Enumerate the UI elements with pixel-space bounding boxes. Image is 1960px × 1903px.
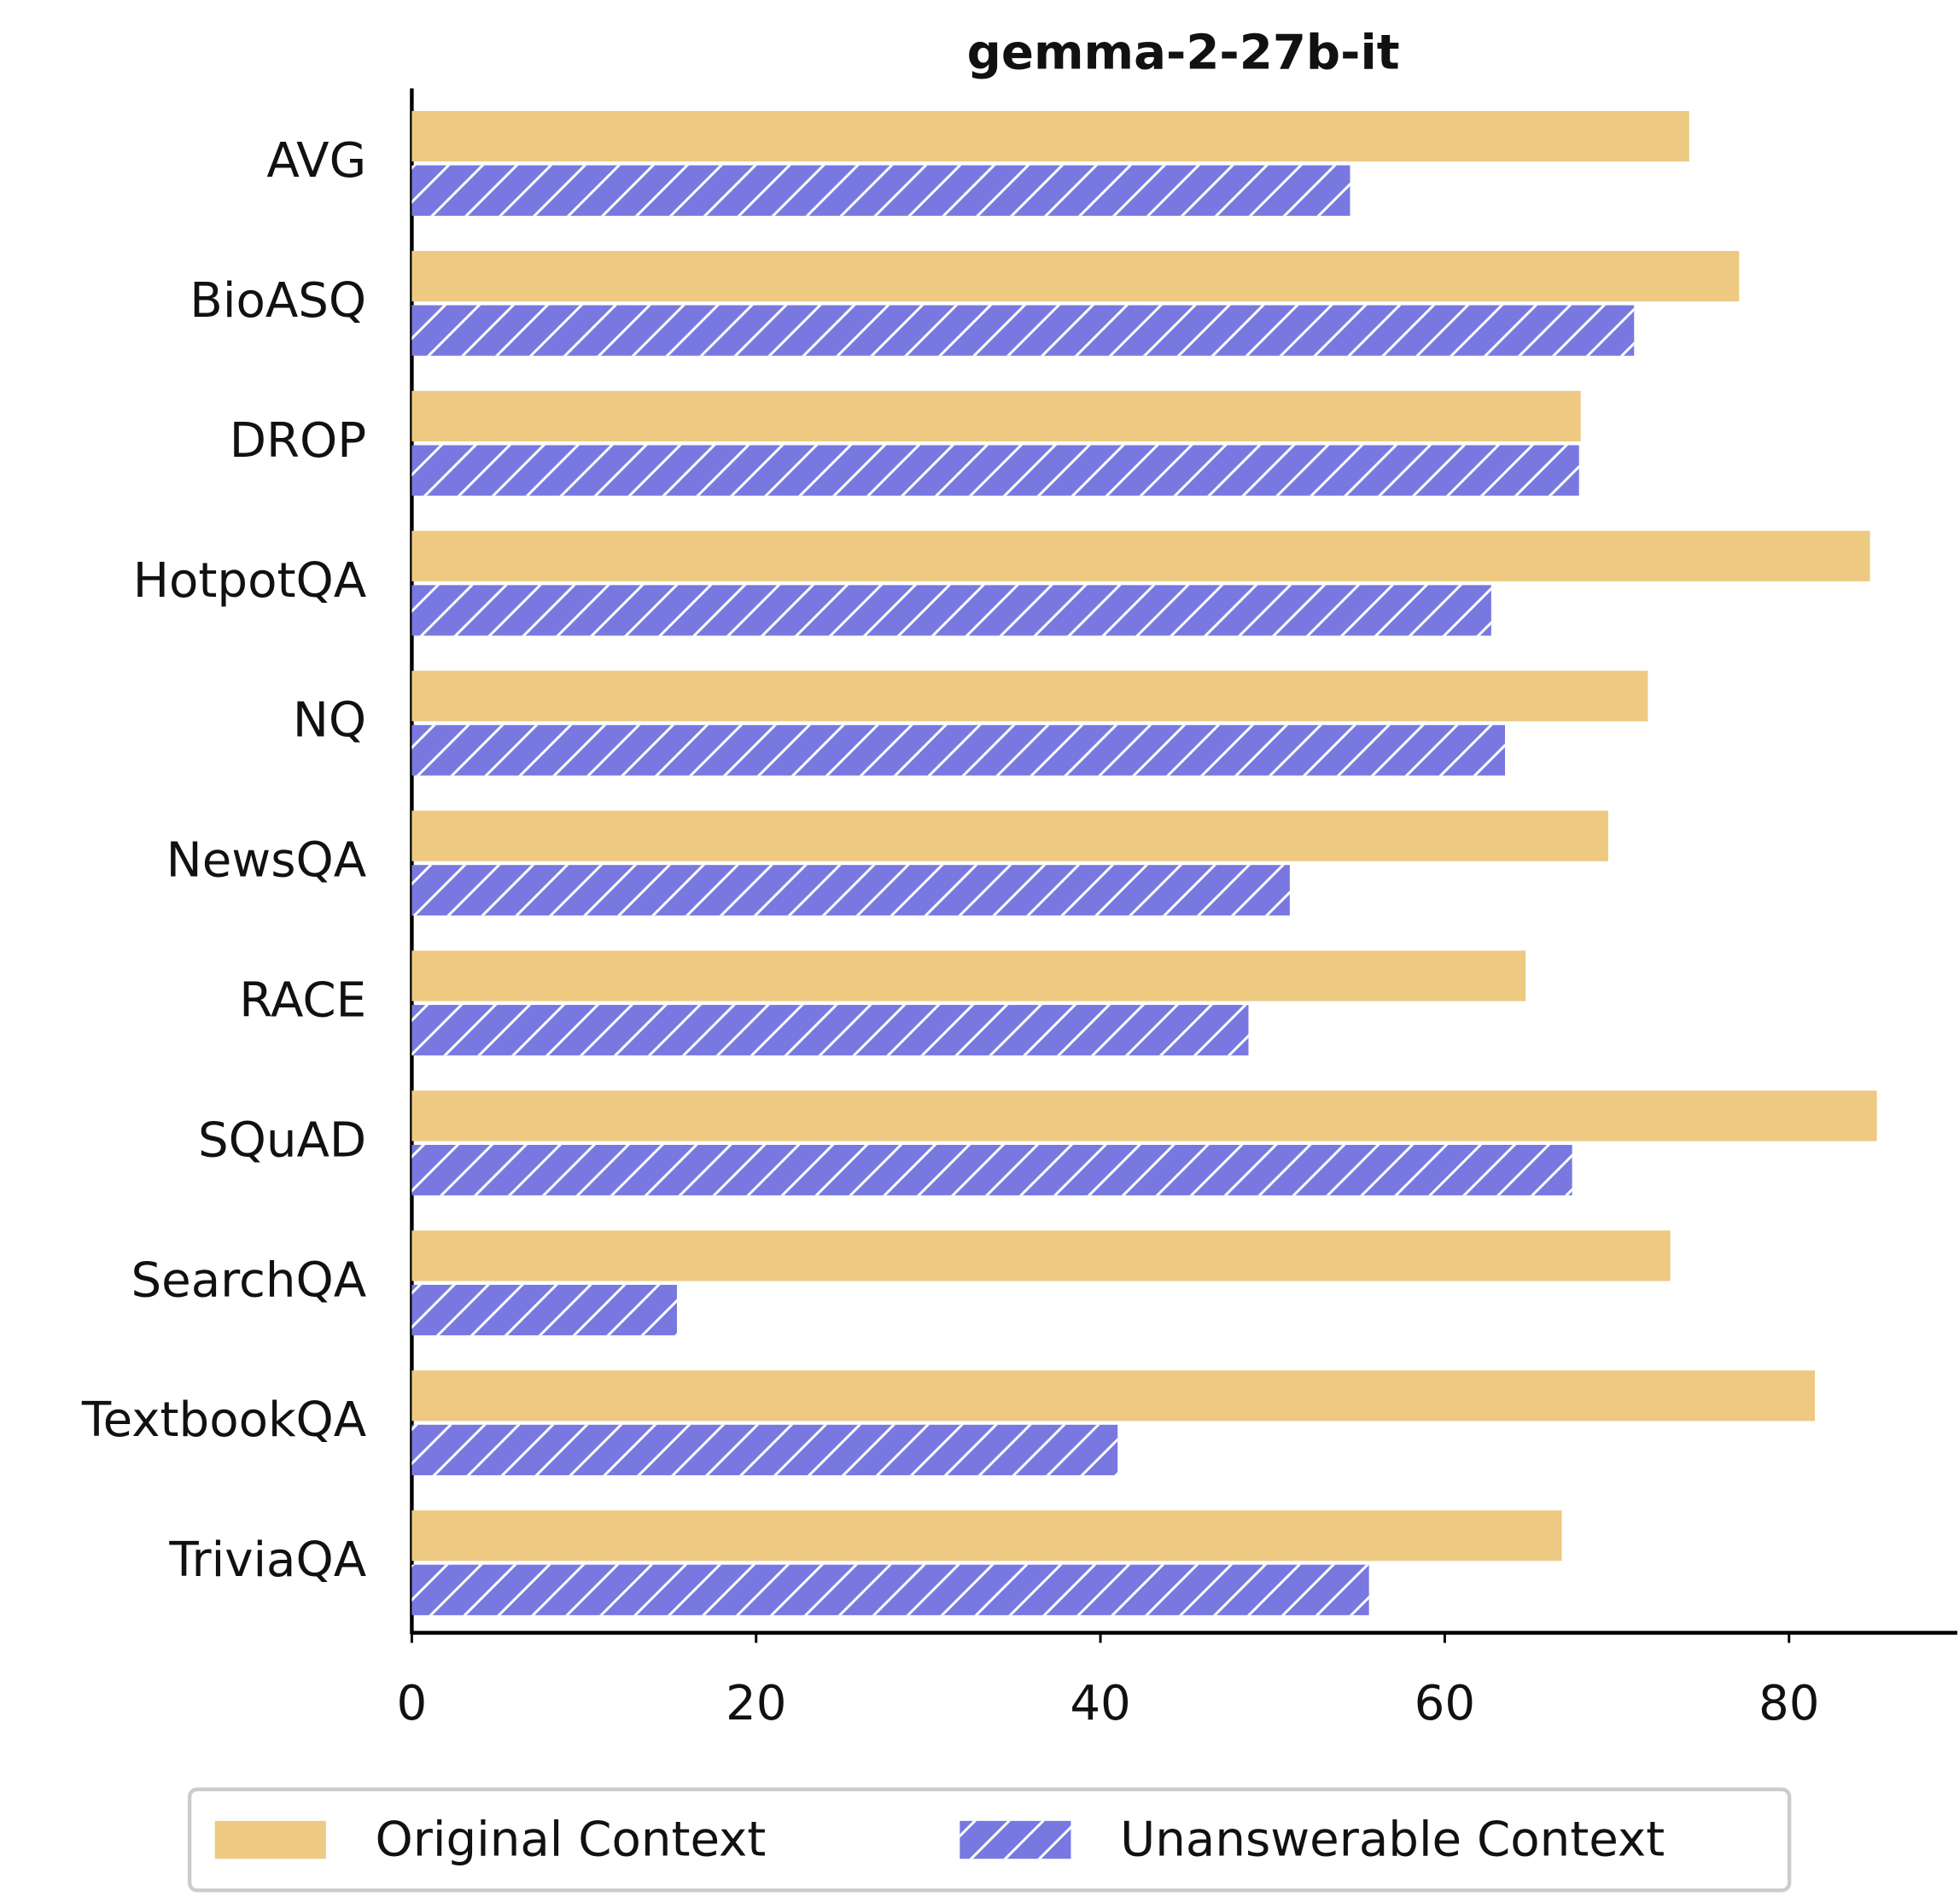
y-tick-label: SearchQA [131, 1252, 366, 1308]
x-tick-label: 20 [726, 1676, 786, 1731]
x-tick-label: 40 [1070, 1676, 1130, 1731]
bar [411, 250, 1740, 302]
bar [411, 1370, 1815, 1421]
y-tick-label: TextbookQA [81, 1392, 366, 1448]
chart-title: gemma-2-27b-it [967, 26, 1400, 81]
bar-hatch [411, 865, 1290, 916]
x-tick-label: 0 [397, 1676, 428, 1731]
bar [411, 1090, 1877, 1141]
bar [411, 1230, 1671, 1281]
bar [411, 111, 1689, 162]
bar-hatch [411, 1284, 677, 1336]
bar [411, 530, 1870, 581]
bar-hatch [411, 585, 1491, 636]
x-tick-label: 80 [1759, 1676, 1820, 1731]
y-tick-label: RACE [239, 972, 366, 1028]
legend-label: Original Context [376, 1813, 767, 1868]
bar-hatch [411, 1424, 1118, 1475]
y-tick-label: HotpotQA [133, 553, 366, 609]
bar [411, 950, 1526, 1001]
bar [411, 1510, 1562, 1562]
bar [411, 390, 1581, 442]
legend-swatch-hatch [960, 1820, 1071, 1859]
bar-hatch [411, 725, 1505, 776]
y-tick-label: NQ [293, 693, 366, 749]
bar-hatch [411, 445, 1579, 496]
legend-label: Unanswerable Context [1120, 1813, 1665, 1868]
x-tick-label: 60 [1415, 1676, 1476, 1731]
y-tick-label: NewsQA [166, 833, 367, 889]
bar-hatch [411, 165, 1350, 216]
y-tick-label: BioASQ [190, 273, 366, 329]
bar [411, 670, 1648, 721]
bar-hatch [411, 1145, 1572, 1196]
bar-hatch [411, 305, 1635, 356]
bar-hatch [411, 1005, 1249, 1056]
legend-swatch [214, 1820, 326, 1859]
y-tick-label: TriviaQA [168, 1532, 366, 1588]
y-tick-label: SQuAD [198, 1112, 366, 1168]
y-tick-label: AVG [266, 133, 366, 189]
bar [411, 810, 1608, 861]
bar-hatch [411, 1564, 1369, 1615]
y-tick-label: DROP [230, 413, 366, 469]
